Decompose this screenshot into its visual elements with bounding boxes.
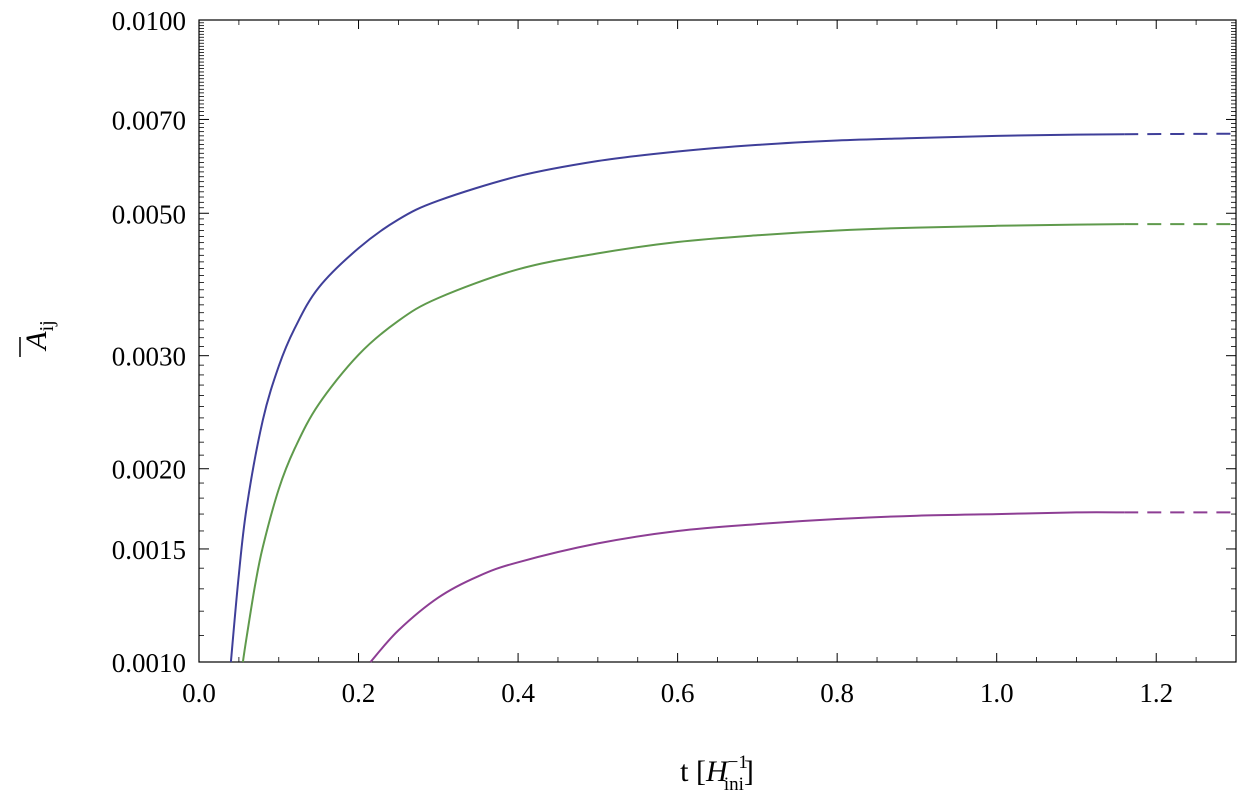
y-tick-label: 0.0020 bbox=[112, 455, 186, 485]
x-tick-label: 1.2 bbox=[1139, 678, 1173, 708]
series-2-solid-line bbox=[241, 223, 1125, 663]
series-3-solid-line bbox=[369, 511, 1125, 663]
y-tick-label: 0.0030 bbox=[112, 342, 186, 372]
x-axis-label-sup: −1 bbox=[728, 752, 748, 773]
series-2 bbox=[241, 223, 1236, 663]
y-tick-label: 0.0050 bbox=[112, 199, 186, 229]
svg-text:Aij: Aij bbox=[20, 320, 58, 351]
x-axis-label-var: H bbox=[705, 755, 730, 788]
x-axis-label-pre: t [ bbox=[680, 755, 706, 788]
series-1-solid-line bbox=[229, 133, 1125, 663]
x-axis-label-post: ] bbox=[744, 755, 754, 788]
series-layer bbox=[229, 132, 1237, 663]
series-1 bbox=[229, 132, 1237, 663]
plot-frame bbox=[198, 19, 1237, 663]
y-tick-label: 0.0015 bbox=[112, 535, 186, 565]
x-tick-label: 0.8 bbox=[820, 678, 854, 708]
series-1-dashed-line bbox=[1124, 132, 1237, 136]
y-axis-label-var: A bbox=[20, 331, 53, 352]
x-axis-label-sub: ini bbox=[724, 774, 744, 791]
series-3 bbox=[369, 511, 1236, 663]
x-tick-label: 0.2 bbox=[342, 678, 376, 708]
y-tick-label: 0.0010 bbox=[112, 648, 186, 678]
y-axis-label: Aij bbox=[19, 320, 58, 357]
y-axis-ticks: 0.0010 0.0015 0.0020 0.0030 0.0050 0.0070 0.01… bbox=[112, 6, 1236, 678]
y-tick-label: 0.0100 bbox=[112, 6, 186, 36]
x-tick-label: 0.0 bbox=[182, 678, 216, 708]
x-tick-label: 0.4 bbox=[501, 678, 535, 708]
x-tick-label: 0.6 bbox=[661, 678, 695, 708]
y-axis-label-sub: ij bbox=[36, 320, 58, 331]
x-tick-label: 1.0 bbox=[980, 678, 1014, 708]
x-axis-label: t [H−1 ini] bbox=[680, 752, 754, 791]
y-tick-label: 0.0070 bbox=[112, 105, 186, 135]
x-axis-ticks: 0.0 0.2 0.4 0.6 0.8 1.0 1.2 bbox=[182, 20, 1197, 708]
